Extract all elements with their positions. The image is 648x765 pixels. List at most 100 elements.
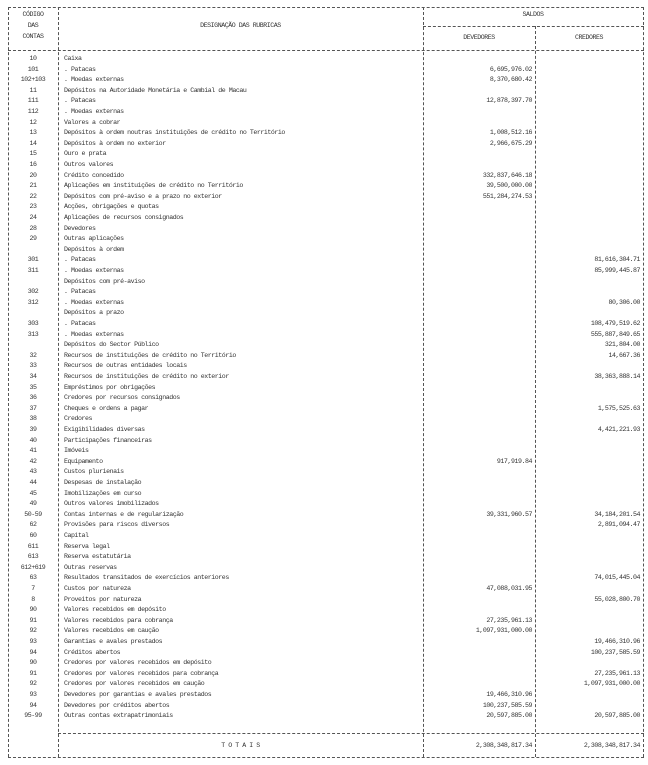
account-code: 60 [29, 532, 37, 539]
account-code: 49 [29, 500, 37, 508]
account-code: 40 [29, 436, 37, 444]
saldos-divider [423, 26, 644, 27]
account-designation: Exigibilidades diversas [64, 426, 145, 433]
account-code: 93 [29, 691, 37, 698]
debit-value: 2,966,675.29 [489, 139, 533, 147]
left-border [8, 7, 9, 757]
account-designation: Recursos de outras entidades locais [64, 362, 187, 370]
account-code: 90 [29, 606, 37, 614]
account-designation: Valores a cobrar [64, 118, 121, 126]
debit-value: 551,284,274.53 [482, 192, 533, 200]
account-code: 92 [29, 680, 37, 688]
account-designation: Caixa [64, 55, 82, 62]
account-code: 7 [31, 585, 35, 592]
credit-value: 55,028,800.70 [594, 595, 640, 603]
account-code: 313 [27, 330, 39, 338]
credit-value: 20,597,885.00 [594, 712, 640, 720]
header-bottom-border [8, 50, 644, 51]
account-code: 611 [27, 542, 39, 550]
totals-credit: 2,308,348,817.34 [583, 742, 641, 749]
account-designation: . Moedas externas [64, 298, 124, 306]
debit-value: 39,331,960.57 [486, 510, 532, 518]
right-border [643, 7, 644, 757]
table-bottom-border [8, 757, 644, 758]
account-code: 62 [29, 521, 37, 529]
account-designation: Participações financeiras [64, 436, 152, 444]
account-designation: Depósitos na Autoridade Monetária e Camb… [64, 86, 247, 94]
account-code: 39 [29, 426, 37, 433]
account-designation: Imobilizações em curso [64, 489, 142, 497]
account-code: 63 [29, 574, 37, 582]
credit-value: 74,015,445.04 [594, 574, 640, 582]
account-code: 95-99 [24, 712, 42, 720]
credit-value: 555,887,849.65 [590, 330, 641, 338]
account-code: 37 [29, 404, 37, 412]
account-designation: Valores recebidos para cobrança [64, 616, 173, 624]
account-code: 13 [29, 129, 37, 137]
credit-value: 1,575,525.63 [597, 404, 641, 412]
account-designation: Credores [64, 415, 93, 423]
account-code: 50-59 [24, 510, 42, 518]
account-code: 102+103 [20, 76, 46, 84]
account-code: 8 [31, 595, 35, 603]
credit-value: 19,466,310.96 [594, 638, 640, 645]
account-designation: . Moedas externas [64, 267, 124, 274]
account-designation: . Patacas [64, 97, 96, 105]
account-code: 38 [29, 415, 37, 423]
account-designation: Outras contas extrapatrimoniais [64, 712, 173, 720]
account-designation: . Patacas [64, 320, 96, 327]
account-designation: Valores recebidos em depósito [64, 606, 166, 614]
debit-value: 39,500,000.00 [486, 182, 532, 190]
account-designation: Reserva legal [64, 542, 110, 550]
account-code: 92 [29, 627, 37, 635]
account-code: 24 [29, 214, 37, 221]
account-designation: Devedores por garantias e avales prestad… [64, 691, 212, 698]
account-designation: Depósitos com pré-aviso e a prazo no ext… [64, 192, 222, 200]
code-header-line2: DAS [27, 22, 39, 29]
credit-value: 4,421,221.93 [597, 426, 641, 433]
account-code: 12 [29, 118, 37, 126]
account-designation: Outros valores [64, 161, 114, 168]
account-designation: . Patacas [64, 288, 96, 296]
account-designation: Ouro e prata [64, 150, 107, 158]
account-code: 312 [27, 298, 39, 306]
credit-value: 100,237,585.59 [590, 648, 641, 656]
account-designation: Contas internas e de regularização [64, 510, 184, 518]
debit-value: 8,370,680.42 [489, 76, 533, 84]
designation-col-divider [423, 7, 424, 757]
account-designation: Proveitos por natureza [64, 595, 142, 603]
account-code: 23 [29, 203, 37, 211]
account-designation: Outras aplicações [64, 235, 124, 243]
account-code: 45 [29, 489, 37, 497]
account-designation: Credores por valores recebidos para cobr… [64, 669, 219, 677]
credit-header: CREDORES [574, 34, 604, 41]
debit-value: 27,235,961.13 [486, 616, 532, 624]
account-designation: Provisões para riscos diversos [64, 521, 170, 529]
account-code: 10 [29, 55, 37, 62]
credit-value: 85,999,445.87 [594, 267, 640, 274]
account-designation: Aplicações em instituições de crédito no… [64, 182, 243, 190]
account-designation: . Moedas externas [64, 76, 124, 84]
account-designation: . Patacas [64, 65, 96, 73]
account-designation: Recursos de instituições de crédito no T… [64, 351, 236, 359]
account-code: 41 [29, 447, 37, 455]
code-header-line1: CÓDIGO [22, 11, 44, 18]
credit-value: 80,306.00 [608, 298, 640, 306]
account-code: 94 [29, 701, 37, 709]
account-designation: Depósitos a prazo [64, 309, 124, 317]
debit-value: 20,597,885.00 [486, 712, 532, 720]
debit-value: 100,237,585.59 [482, 701, 533, 709]
account-designation: Reserva estatutária [64, 553, 131, 561]
credit-value: 1,097,931,000.00 [583, 680, 641, 688]
account-designation: Depósitos à ordem no exterior [64, 139, 166, 147]
debit-value: 47,088,031.95 [486, 585, 532, 592]
account-designation: Outras reservas [64, 563, 117, 571]
account-code: 311 [27, 267, 39, 274]
code-header-line3: CONTAS [22, 33, 44, 40]
debit-value: 1,008,512.16 [489, 129, 533, 137]
account-designation: Depósitos à ordem [64, 245, 124, 253]
credit-value: 108,479,519.62 [590, 320, 641, 327]
account-code: 29 [29, 235, 37, 243]
account-code: 101 [27, 65, 39, 73]
account-designation: Credores por recursos consignados [64, 394, 180, 402]
